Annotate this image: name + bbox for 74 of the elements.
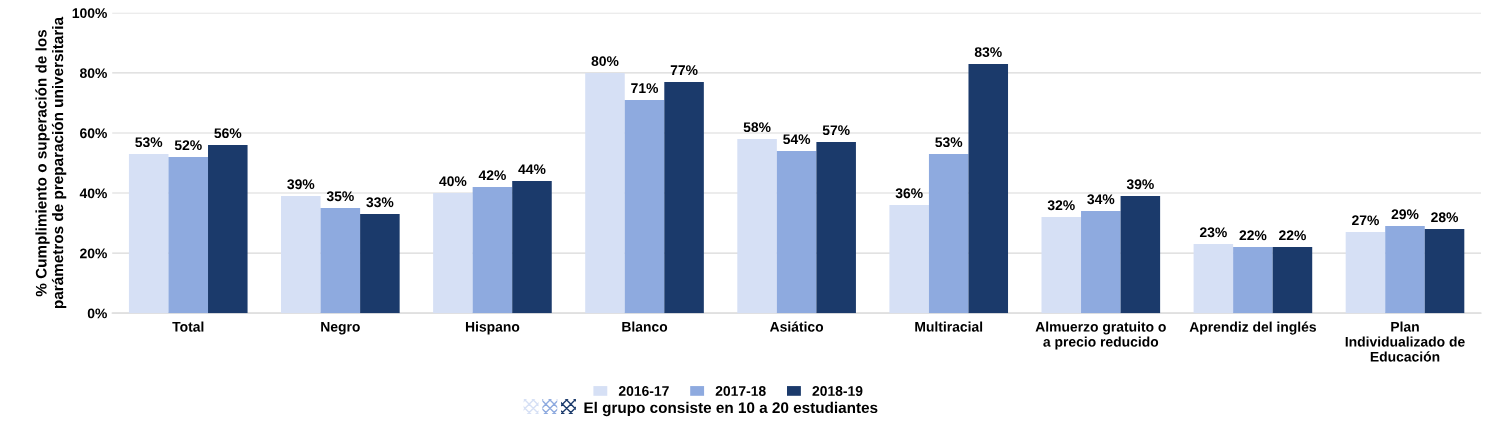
x-tick-label: Almuerzo gratuito o a precio reducido xyxy=(1035,321,1166,350)
data-label: 42% xyxy=(478,170,506,181)
bar xyxy=(1081,211,1121,314)
bar xyxy=(281,196,321,314)
x-tick-label: Blanco xyxy=(622,321,668,332)
x-tick-label: Plan Individualizado de Educación xyxy=(1345,321,1465,362)
data-label: 39% xyxy=(1126,179,1154,190)
bar xyxy=(776,151,817,314)
data-label: 54% xyxy=(783,134,811,145)
bar xyxy=(512,181,552,314)
x-tick-label: Asiático xyxy=(769,321,824,332)
bar xyxy=(968,63,1009,314)
x-tick-label: Aprendiz del inglés xyxy=(1189,321,1316,335)
bar xyxy=(208,145,248,314)
data-label: 57% xyxy=(822,125,850,136)
bar xyxy=(1120,196,1161,314)
x-tick-label: Multiracial xyxy=(915,321,983,332)
x-tick-label: Negro xyxy=(321,321,360,335)
data-label: 23% xyxy=(1199,227,1227,238)
data-label: 53% xyxy=(935,137,963,148)
y-axis-title: % Cumplimiento o superación de los parámetros de preparación universitaria xyxy=(35,16,67,309)
bar xyxy=(1424,229,1465,314)
bar xyxy=(585,72,625,314)
bar xyxy=(128,154,169,314)
bar xyxy=(1345,232,1386,314)
bar xyxy=(360,214,400,314)
bar xyxy=(664,81,704,314)
data-label: 34% xyxy=(1087,194,1115,205)
data-label: 32% xyxy=(1047,200,1075,211)
data-label: 83% xyxy=(974,47,1002,58)
bar xyxy=(1193,244,1234,314)
x-tick-label: Total xyxy=(172,321,204,332)
text: El grupo consiste en 10 a 20 estudiantes xyxy=(584,401,878,417)
data-label: 77% xyxy=(670,65,698,75)
bar xyxy=(928,154,969,314)
data-label: 39% xyxy=(287,179,315,190)
y-tick-label: 100% xyxy=(72,8,107,19)
data-label: 71% xyxy=(631,83,659,94)
bar xyxy=(433,193,473,314)
data-label: 28% xyxy=(1431,212,1459,223)
data-label: 53% xyxy=(135,137,163,148)
data-label: 52% xyxy=(174,140,202,151)
bar xyxy=(472,187,513,314)
bar xyxy=(1385,226,1425,314)
data-label: 58% xyxy=(743,122,771,133)
y-tick-label: 80% xyxy=(79,68,107,79)
data-label: 56% xyxy=(214,128,242,139)
y-tick-label: 0% xyxy=(87,308,107,319)
bar xyxy=(624,99,665,314)
data-label: 22% xyxy=(1239,230,1267,241)
y-tick-label: 40% xyxy=(79,188,107,199)
y-tick-label: 60% xyxy=(80,128,107,139)
bar xyxy=(737,139,777,314)
data-label: 33% xyxy=(366,197,394,208)
data-label: 35% xyxy=(326,191,354,202)
bar xyxy=(889,205,929,314)
x-tick-label: Hispano xyxy=(465,321,520,335)
data-label: 80% xyxy=(591,56,619,67)
data-label: 36% xyxy=(895,188,923,199)
data-label: 44% xyxy=(518,164,546,175)
bar xyxy=(1041,217,1082,314)
legend-label: 2016-17 xyxy=(618,386,669,396)
data-label: 29% xyxy=(1391,209,1419,220)
bar xyxy=(816,142,856,314)
legend-label: 2018-19 xyxy=(812,386,863,396)
data-label: 40% xyxy=(439,176,467,187)
y-tick-label: 20% xyxy=(80,248,107,259)
bar xyxy=(320,208,361,314)
bar xyxy=(1233,247,1273,314)
legend-label: 2017-18 xyxy=(715,386,766,396)
bar xyxy=(1272,247,1313,314)
bar xyxy=(168,157,209,314)
data-label: 22% xyxy=(1279,230,1306,241)
data-label: 27% xyxy=(1352,215,1379,226)
